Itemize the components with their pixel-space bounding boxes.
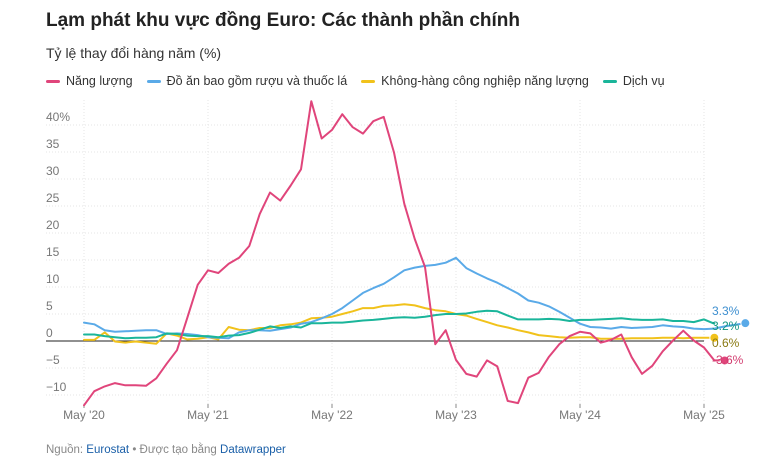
source-link-eurostat[interactable]: Eurostat xyxy=(86,444,130,456)
legend-swatch-food xyxy=(146,79,161,83)
line-energy xyxy=(83,100,726,407)
chart-subtitle: Tỷ lệ thay đổi hàng năm (%) xyxy=(46,45,222,61)
x-tick-label: May '23 xyxy=(435,408,477,422)
end-label-energy: -3.6% xyxy=(712,353,744,367)
y-tick-label: 25 xyxy=(46,191,60,205)
source-note: Nguồn: Eurostat • Được tạo bằng Datawrap… xyxy=(46,444,286,456)
legend-swatch-services xyxy=(602,79,617,83)
line-food xyxy=(83,256,747,340)
y-tick-label: −10 xyxy=(46,380,67,394)
y-tick-label: 0 xyxy=(46,326,53,340)
legend-swatch-goods xyxy=(361,79,376,83)
x-tick-label: May '20 xyxy=(63,408,105,422)
legend-item-goods: Không-hàng công nghiệp năng lượng xyxy=(361,74,589,88)
line-goods xyxy=(83,303,716,345)
y-tick-label: 10 xyxy=(46,272,60,286)
source-link-datawrapper[interactable]: Datawrapper xyxy=(220,444,286,456)
y-tick-label: 30 xyxy=(46,164,60,178)
legend-label-goods: Không-hàng công nghiệp năng lượng xyxy=(381,74,589,88)
y-tick-label: 5 xyxy=(46,299,53,313)
y-tick-label: 15 xyxy=(46,245,60,259)
y-tick-label: 40% xyxy=(46,110,70,124)
y-tick-label: 35 xyxy=(46,137,60,151)
x-tick-label: May '22 xyxy=(311,408,353,422)
legend-label-food: Đồ ăn bao gồm rượu và thuốc lá xyxy=(166,74,348,88)
line-services xyxy=(83,309,716,340)
legend-label-energy: Năng lượng xyxy=(66,74,133,88)
y-tick-label: 20 xyxy=(46,218,60,232)
source-prefix: Nguồn: xyxy=(46,444,84,456)
end-dot-energy xyxy=(719,355,730,366)
legend-swatch-energy xyxy=(46,79,60,83)
x-tick-label: May '25 xyxy=(683,408,725,422)
end-label-food: 3.3% xyxy=(712,304,740,318)
legend-item-energy: Năng lượng xyxy=(46,74,133,88)
x-tick-label: May '24 xyxy=(559,408,601,422)
end-label-goods: 0.6% xyxy=(712,336,740,350)
y-tick-label: −5 xyxy=(46,353,60,367)
source-separator: • Được tạo bằng xyxy=(132,444,217,456)
x-tick-label: May '21 xyxy=(187,408,229,422)
end-dot-food xyxy=(740,318,751,329)
chart-title: Lạm phát khu vực đồng Euro: Các thành ph… xyxy=(46,10,520,31)
legend-item-services: Dịch vụ xyxy=(602,74,665,88)
legend-item-food: Đồ ăn bao gồm rượu và thuốc lá xyxy=(146,74,348,88)
legend-label-services: Dịch vụ xyxy=(622,74,665,88)
chart-legend: Năng lượng Đồ ăn bao gồm rượu và thuốc l… xyxy=(46,74,679,88)
end-dot-goods xyxy=(709,332,720,343)
end-label-services: 3.2% xyxy=(712,319,740,333)
